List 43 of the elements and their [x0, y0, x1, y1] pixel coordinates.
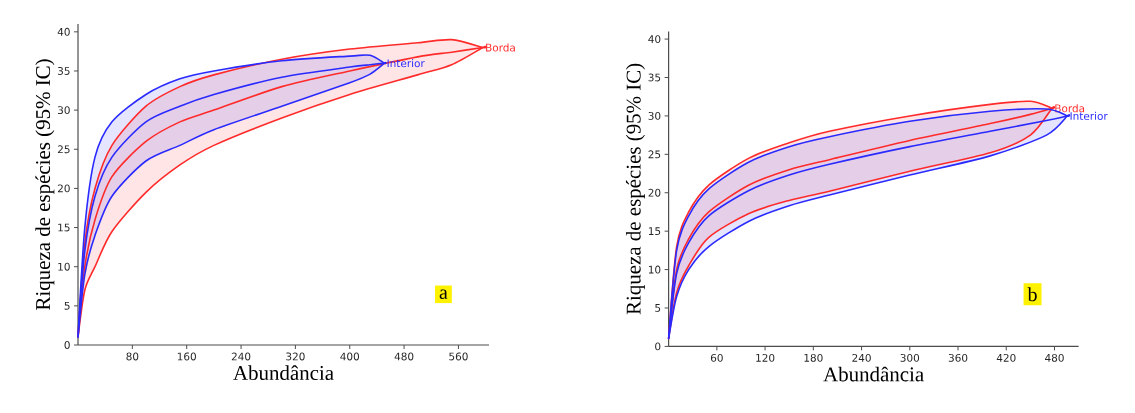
- annotation: a: [439, 289, 448, 300]
- series-label: Interior: [387, 59, 425, 68]
- series-label: Interior: [1070, 111, 1108, 120]
- x-tick-label: 360: [948, 353, 968, 362]
- y-tick-label: 35: [57, 67, 70, 75]
- x-tick-label: 240: [852, 353, 871, 362]
- x-tick-label: 120: [756, 353, 775, 362]
- x-tick-label: 240: [231, 352, 251, 361]
- series-label: Borda: [1055, 104, 1085, 113]
- y-tick-label: 30: [648, 111, 661, 120]
- y-tick-label: 15: [648, 227, 661, 236]
- x-tick-label: 400: [340, 352, 360, 361]
- x-tick-label: 420: [996, 353, 1016, 362]
- y-tick-label: 5: [655, 304, 661, 312]
- x-tick-label: 160: [177, 352, 196, 361]
- x-tick-label: 480: [1045, 353, 1064, 362]
- x-axis-title: Abundância: [823, 366, 924, 382]
- annotation: b: [1027, 287, 1037, 302]
- y-axis-title: Riqueza de espécies (95% IC): [625, 63, 645, 315]
- y-tick-label: 20: [648, 188, 661, 197]
- y-axis-title: Riqueza de espécies (95% IC): [35, 59, 55, 310]
- y-tick-label: 10: [648, 265, 661, 274]
- x-tick-label: 560: [449, 352, 468, 361]
- y-tick-label: 30: [57, 106, 70, 115]
- x-tick-label: 180: [804, 353, 823, 362]
- y-tick-label: 40: [57, 27, 70, 36]
- y-tick-label: 25: [648, 150, 661, 159]
- series-label: Borda: [486, 43, 515, 52]
- x-tick-label: 320: [286, 352, 305, 361]
- y-tick-label: 20: [57, 184, 70, 193]
- y-tick-label: 5: [64, 301, 70, 310]
- x-tick-label: 60: [710, 353, 723, 362]
- x-tick-label: 480: [394, 352, 414, 361]
- y-tick-label: 35: [648, 73, 661, 82]
- y-tick-label: 25: [57, 145, 70, 154]
- y-tick-label: 0: [64, 341, 70, 349]
- y-tick-label: 40: [648, 35, 661, 44]
- y-tick-label: 15: [58, 223, 70, 232]
- x-tick-label: 300: [900, 353, 920, 362]
- y-tick-label: 10: [58, 262, 70, 271]
- y-tick-label: 0: [655, 342, 661, 351]
- x-tick-label: 80: [126, 352, 139, 361]
- x-axis-title: Abundância: [233, 365, 334, 381]
